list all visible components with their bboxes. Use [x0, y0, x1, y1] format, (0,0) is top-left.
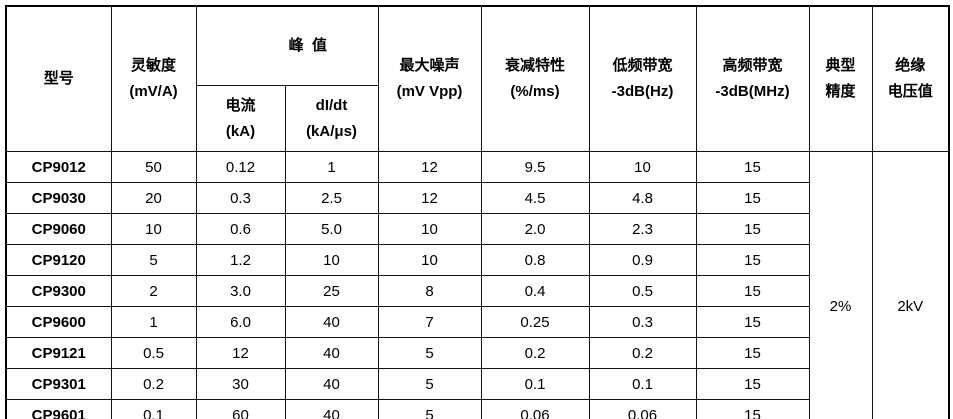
table-row: CP9030 20 0.3 2.5 12 4.5 4.8 15 [5, 182, 949, 214]
cell-peak-didt: 40 [284, 337, 379, 369]
cell-low-bandwidth: 0.9 [588, 244, 697, 276]
cell-model: CP9601 [5, 399, 112, 419]
cell-high-bandwidth: 15 [695, 337, 810, 369]
cell-max-noise: 12 [377, 182, 482, 214]
table-row: CP9300 2 3.0 25 8 0.4 0.5 15 [5, 275, 949, 307]
cell-attenuation: 2.0 [480, 213, 590, 245]
spec-table-body: CP9012 50 0.12 1 12 9.5 10 15 2% 2kV CP90… [5, 151, 950, 419]
header-peak-didt: dI/dt (kA/μs) [284, 85, 379, 152]
cell-sensitivity: 10 [110, 213, 197, 245]
cell-max-noise: 5 [377, 368, 482, 400]
cell-peak-current: 0.6 [195, 213, 286, 245]
cell-peak-current: 6.0 [195, 306, 286, 338]
header-high-bandwidth: 高频带宽 -3dB(MHz) [695, 5, 810, 152]
cell-attenuation: 9.5 [480, 151, 590, 183]
cell-peak-current: 0.3 [195, 182, 286, 214]
cell-low-bandwidth: 0.2 [588, 337, 697, 369]
cell-low-bandwidth: 0.5 [588, 275, 697, 307]
cell-model: CP9600 [5, 306, 112, 338]
cell-model: CP9120 [5, 244, 112, 276]
cell-low-bandwidth: 4.8 [588, 182, 697, 214]
cell-low-bandwidth: 10 [588, 151, 697, 183]
header-peak-value: 峰 值 [195, 5, 379, 86]
cell-model: CP9121 [5, 337, 112, 369]
cell-sensitivity: 2 [110, 275, 197, 307]
cell-peak-didt: 40 [284, 399, 379, 419]
cell-attenuation: 0.8 [480, 244, 590, 276]
cell-sensitivity: 1 [110, 306, 197, 338]
header-insulation-voltage: 绝缘 电压值 [871, 5, 950, 152]
table-row: CP9012 50 0.12 1 12 9.5 10 15 2% 2kV [5, 151, 950, 419]
header-attenuation: 衰减特性 (%/ms) [480, 5, 590, 152]
cell-high-bandwidth: 15 [695, 306, 810, 338]
cell-high-bandwidth: 15 [695, 182, 810, 214]
cell-peak-current: 60 [195, 399, 286, 419]
cell-sensitivity: 5 [110, 244, 197, 276]
header-max-noise: 最大噪声 (mV Vpp) [377, 5, 482, 152]
header-model-label: 型号 [43, 70, 74, 87]
cell-attenuation: 0.25 [480, 306, 590, 338]
cell-high-bandwidth: 15 [695, 368, 810, 400]
header-model: 型号 [5, 5, 112, 152]
spec-table-header: 型号 灵敏度 (mV/A) 峰 值 最大噪声 (mV Vpp) 衰减特性 (%/… [5, 5, 950, 152]
cell-peak-didt: 10 [284, 244, 379, 276]
cell-model: CP9301 [5, 368, 112, 400]
cell-sensitivity: 50 [110, 151, 197, 183]
cell-max-noise: 7 [377, 306, 482, 338]
cell-peak-didt: 1 [284, 151, 379, 183]
cell-max-noise: 10 [377, 213, 482, 245]
cell-sensitivity: 0.1 [110, 399, 197, 419]
cell-model: CP9300 [5, 275, 112, 307]
cell-peak-didt: 2.5 [284, 182, 379, 214]
cell-sensitivity: 0.5 [110, 337, 197, 369]
cell-typical-accuracy: 2% [808, 151, 873, 419]
cell-low-bandwidth: 0.06 [588, 399, 697, 419]
cell-model: CP9030 [5, 182, 112, 214]
cell-attenuation: 0.4 [480, 275, 590, 307]
header-sensitivity: 灵敏度 (mV/A) [110, 5, 197, 152]
cell-attenuation: 4.5 [480, 182, 590, 214]
cell-peak-didt: 40 [284, 368, 379, 400]
cell-peak-current: 30 [195, 368, 286, 400]
cell-peak-didt: 25 [284, 275, 379, 307]
cell-model: CP9012 [5, 151, 112, 183]
cell-peak-current: 3.0 [195, 275, 286, 307]
header-peak-current: 电流 (kA) [195, 85, 286, 152]
spec-table: 型号 灵敏度 (mV/A) 峰 值 最大噪声 (mV Vpp) 衰减特性 (%/… [5, 5, 950, 419]
header-typical-accuracy: 典型 精度 [808, 5, 873, 152]
cell-high-bandwidth: 15 [695, 275, 810, 307]
cell-low-bandwidth: 0.3 [588, 306, 697, 338]
table-row: CP9600 1 6.0 40 7 0.25 0.3 15 [5, 306, 949, 338]
cell-sensitivity: 0.2 [110, 368, 197, 400]
cell-insulation-voltage: 2kV [871, 151, 950, 419]
table-row: CP9601 0.1 60 40 5 0.06 0.06 15 [5, 399, 949, 419]
cell-max-noise: 5 [377, 337, 482, 369]
cell-attenuation: 0.2 [480, 337, 590, 369]
cell-max-noise: 5 [377, 399, 482, 419]
cell-peak-didt: 5.0 [284, 213, 379, 245]
cell-peak-current: 1.2 [195, 244, 286, 276]
cell-max-noise: 10 [377, 244, 482, 276]
cell-high-bandwidth: 15 [695, 151, 810, 183]
cell-sensitivity: 20 [110, 182, 197, 214]
cell-low-bandwidth: 2.3 [588, 213, 697, 245]
cell-max-noise: 8 [377, 275, 482, 307]
cell-low-bandwidth: 0.1 [588, 368, 697, 400]
cell-high-bandwidth: 15 [695, 244, 810, 276]
cell-max-noise: 12 [377, 151, 482, 183]
cell-attenuation: 0.1 [480, 368, 590, 400]
table-row: CP9301 0.2 30 40 5 0.1 0.1 15 [5, 368, 949, 400]
cell-high-bandwidth: 15 [695, 213, 810, 245]
cell-attenuation: 0.06 [480, 399, 590, 419]
cell-peak-current: 12 [195, 337, 286, 369]
cell-high-bandwidth: 15 [695, 399, 810, 419]
table-row: CP9121 0.5 12 40 5 0.2 0.2 15 [5, 337, 949, 369]
cell-model: CP9060 [5, 213, 112, 245]
table-row: CP9060 10 0.6 5.0 10 2.0 2.3 15 [5, 213, 949, 245]
cell-peak-didt: 40 [284, 306, 379, 338]
table-row: CP9120 5 1.2 10 10 0.8 0.9 15 [5, 244, 949, 276]
cell-peak-current: 0.12 [195, 151, 286, 183]
header-low-bandwidth: 低频带宽 -3dB(Hz) [588, 5, 697, 152]
